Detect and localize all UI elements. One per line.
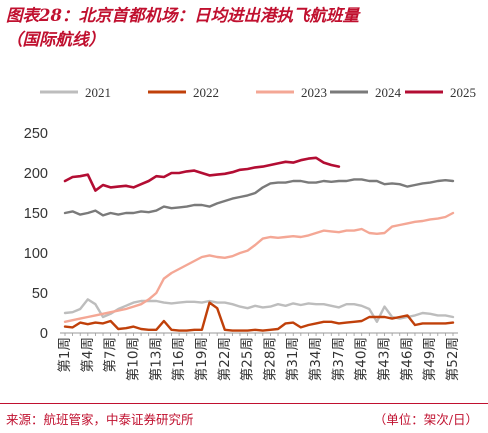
plot-area [63,156,455,332]
x-tick-label: 第10周 [124,337,141,381]
x-tick-label: 第1周 [56,337,73,373]
x-tick-label: 第49周 [421,337,438,381]
legend-label-2025: 2025 [450,85,476,100]
footer: 来源：航班管家，中泰证券研究所 （单位：架次/日） [6,409,482,429]
x-tick-label: 第19周 [193,337,210,381]
x-tick-label: 第46周 [398,337,415,381]
x-tick-label: 第22周 [216,337,233,381]
chart-title-line2: （国际航线） [6,30,105,49]
y-tick-label: 100 [24,246,48,262]
y-tick-label: 250 [24,126,48,142]
x-tick-label: 第43周 [376,337,393,381]
footer-divider [0,403,488,404]
legend-label-2023: 2023 [301,85,327,100]
legend: 2021 2022 2023 2024 2025 [40,85,476,100]
legend-label-2024: 2024 [375,85,402,100]
legend-label-2021: 2021 [85,85,111,100]
x-axis: 第1周 第4周 第7周 第10周 第13周 第16周 第19周 第22周 第25周 第28周 第31… [56,332,461,381]
series-line-2023 [63,211,455,323]
legend-label-2022: 2022 [193,85,219,100]
line-chart: 2021 2022 2023 2024 2025 0 50 100 150 200 250 第1周… [24,85,476,381]
chart-title-line1: 图表28：北京首都机场：日均进出港执飞航班量 [6,6,359,25]
series-line-2021 [63,298,455,323]
y-axis: 0 50 100 150 200 250 [24,126,48,342]
chart-title: 图表28：北京首都机场：日均进出港执飞航班量 （国际航线） [6,4,484,52]
y-tick-label: 0 [40,326,48,342]
y-tick-label: 150 [24,206,48,222]
x-tick-label: 第31周 [284,337,301,381]
x-tick-label: 第34周 [307,337,324,381]
x-tick-label: 第4周 [79,337,96,373]
unit-note: （单位：架次/日） [373,412,478,427]
x-tick-label: 第40周 [353,337,370,381]
y-tick-label: 50 [32,286,48,302]
y-tick-label: 200 [24,166,48,182]
x-tick-label: 第16周 [170,337,187,381]
series-line-2024 [63,178,455,217]
x-tick-label: 第13周 [147,337,164,381]
x-tick-label: 第7周 [102,337,119,373]
series-line-2022 [63,301,455,332]
x-tick-label: 第28周 [261,337,278,381]
x-tick-label: 第37周 [330,337,347,381]
source-note: 来源：航班管家，中泰证券研究所 [6,412,194,427]
series-line-2025 [63,156,341,192]
x-tick-label: 第25周 [239,337,256,381]
x-tick-label: 第52周 [444,337,461,381]
